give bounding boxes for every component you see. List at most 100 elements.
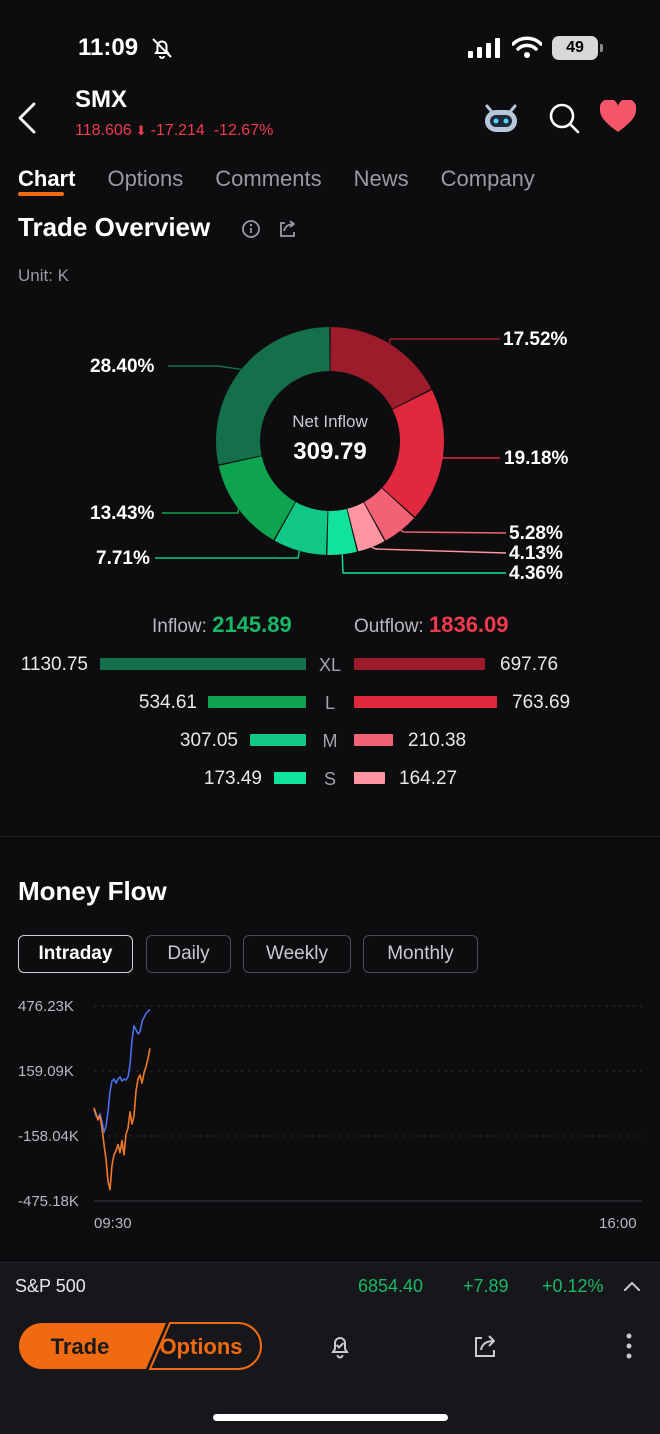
slice-leader-line	[388, 338, 500, 344]
slice-leader-line	[439, 455, 500, 459]
period-intraday-button[interactable]: Intraday	[18, 935, 133, 973]
section-divider	[0, 836, 660, 837]
slice-label-xl-out: 17.52%	[503, 329, 568, 350]
price-change: -17.214	[150, 122, 205, 139]
money-flow-title: Money Flow	[18, 876, 167, 906]
price-quote: 118.606 ⬇ -17.214 -12.67%	[75, 122, 273, 140]
options-button[interactable]: Options	[159, 1334, 243, 1359]
period-daily-button[interactable]: Daily	[146, 935, 231, 973]
back-arrow-icon[interactable]	[16, 100, 40, 136]
m-inflow-bar	[250, 734, 306, 746]
index-name: S&P 500	[15, 1276, 86, 1296]
slice-label-l-in: 13.43%	[90, 503, 155, 524]
price-value: 118.606	[75, 122, 132, 139]
outflow-value: 1836.09	[428, 612, 509, 637]
donut-slice	[327, 509, 357, 555]
slice-leader-line	[371, 546, 507, 554]
net-inflow-value: 309.79	[293, 438, 367, 465]
slice-leader-line	[400, 529, 507, 534]
xl-inflow-bar	[100, 658, 306, 670]
xl-outflow-bar	[354, 658, 485, 670]
status-time: 11:09	[78, 34, 139, 61]
tab-news[interactable]: News	[353, 166, 409, 191]
more-options-icon[interactable]	[624, 1332, 634, 1360]
period-weekly-button[interactable]: Weekly	[243, 935, 351, 973]
donut-slice	[382, 389, 444, 517]
m-outflow-value: 210.38	[408, 730, 467, 751]
down-arrow-icon: ⬇	[135, 123, 147, 138]
m-label: M	[322, 731, 338, 751]
info-icon[interactable]	[240, 218, 262, 240]
money-flow-series-line	[93, 1008, 151, 1134]
index-price: 6854.40	[358, 1276, 424, 1296]
y-tick-label: -158.04K	[18, 1128, 79, 1145]
tab-comments[interactable]: Comments	[215, 166, 322, 191]
tab-chart[interactable]: Chart	[18, 166, 76, 196]
s-inflow-value: 173.49	[203, 768, 262, 789]
bell-off-icon	[152, 38, 172, 59]
index-change-pct: +0.12%	[542, 1276, 604, 1296]
share-icon[interactable]	[471, 1332, 499, 1360]
unit-label: Unit: K	[18, 266, 70, 285]
s-inflow-bar	[274, 772, 306, 784]
net-inflow-label: Net Inflow	[292, 412, 368, 431]
search-icon[interactable]	[548, 102, 580, 134]
ticker-symbol: SMX	[75, 86, 128, 113]
slice-leader-line	[341, 554, 506, 574]
inflow-total: Inflow: 2145.89	[152, 612, 292, 638]
m-inflow-value: 307.05	[179, 730, 238, 751]
l-inflow-value: 534.61	[138, 692, 197, 713]
donut-slice	[215, 327, 330, 465]
outflow-total: Outflow: 1836.09	[354, 612, 509, 638]
l-inflow-bar	[208, 696, 306, 708]
price-alert-icon[interactable]	[326, 1332, 354, 1360]
x-tick-label: 09:30	[94, 1215, 132, 1232]
tab-company[interactable]: Company	[440, 166, 535, 191]
slice-label-m-in: 7.71%	[96, 548, 150, 569]
trade-button[interactable]: Trade	[50, 1334, 110, 1359]
donut-slice	[330, 327, 432, 409]
slice-label-xl-in: 28.40%	[90, 356, 155, 377]
l-outflow-bar	[354, 696, 497, 708]
y-tick-label: 476.23K	[18, 998, 74, 1015]
l-outflow-value: 763.69	[512, 692, 571, 713]
s-outflow-value: 164.27	[399, 768, 458, 789]
donut-slice	[274, 502, 328, 555]
robot-assistant-icon[interactable]	[482, 100, 520, 134]
inflow-label: Inflow:	[152, 616, 207, 637]
donut-slice	[347, 502, 385, 552]
tab-options[interactable]: Options	[107, 166, 184, 191]
trade-options-button-group	[19, 1322, 262, 1370]
slice-leader-line	[162, 508, 239, 514]
outflow-label: Outflow:	[354, 616, 424, 637]
y-tick-label: 159.09K	[18, 1063, 74, 1080]
slice-label-l-out: 19.18%	[504, 448, 569, 469]
favorite-heart-icon[interactable]	[600, 100, 636, 134]
share-icon[interactable]	[276, 218, 298, 240]
donut-slice	[364, 488, 415, 541]
money-flow-series-line	[93, 1048, 151, 1191]
x-tick-label: 16:00	[599, 1215, 637, 1232]
period-monthly-button[interactable]: Monthly	[363, 935, 478, 973]
slice-leader-line	[168, 365, 242, 371]
xl-inflow-value: 1130.75	[20, 654, 88, 675]
chevron-up-icon[interactable]	[620, 1276, 644, 1296]
money-flow-chart[interactable]	[0, 990, 660, 1220]
home-indicator	[213, 1414, 448, 1421]
trade-overview-donut	[155, 327, 507, 574]
signal-icon	[468, 38, 500, 58]
y-tick-label: -475.18K	[18, 1193, 79, 1210]
inflow-value: 2145.89	[212, 612, 292, 637]
m-outflow-bar	[354, 734, 393, 746]
slice-label-m-out: 5.28%	[509, 523, 563, 544]
slice-label-s-in: 4.36%	[509, 563, 563, 584]
donut-slice	[218, 456, 296, 540]
battery-indicator: 49	[552, 36, 603, 60]
index-change: +7.89	[463, 1276, 509, 1296]
s-label: S	[323, 769, 336, 789]
wifi-icon	[512, 36, 542, 58]
slice-label-s-out: 4.13%	[509, 543, 563, 564]
slice-leader-line	[155, 550, 301, 559]
index-ticker-bar[interactable]	[0, 1262, 660, 1310]
l-label: L	[324, 693, 335, 713]
